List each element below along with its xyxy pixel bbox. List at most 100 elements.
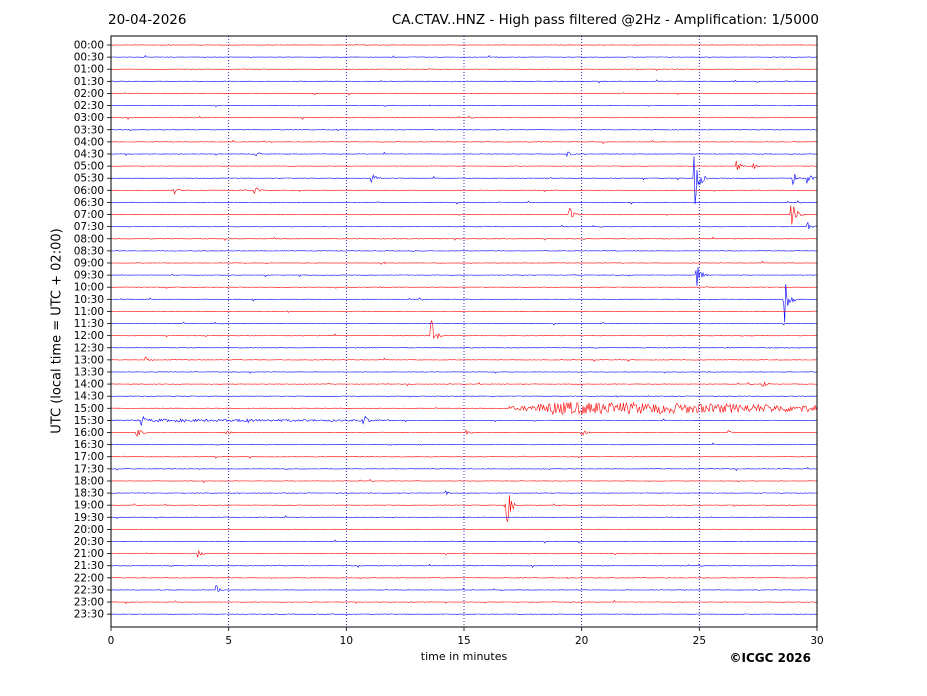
- y-tick-label: 04:00: [74, 136, 104, 148]
- trace-1900: [111, 495, 817, 522]
- trace-0700: [111, 205, 817, 225]
- trace-0900: [111, 260, 817, 265]
- y-tick-label: 08:00: [74, 233, 104, 245]
- trace-0230: [111, 104, 817, 108]
- trace-1000: [111, 286, 817, 290]
- y-tick-label: 08:30: [74, 245, 104, 257]
- y-tick-label: 12:00: [74, 330, 104, 342]
- trace-0930: [111, 267, 817, 286]
- trace-0100: [111, 68, 817, 71]
- y-tick-label: 16:00: [74, 427, 104, 439]
- trace-0800: [111, 236, 817, 241]
- trace-1100: [111, 310, 817, 313]
- y-tick-label: 09:30: [74, 270, 104, 282]
- trace-0430: [111, 151, 817, 158]
- y-tick-label: 11:30: [74, 318, 104, 330]
- y-tick-label: 05:00: [74, 161, 104, 173]
- y-tick-label: 20:00: [74, 524, 104, 536]
- y-tick-label: 01:30: [74, 76, 104, 88]
- trace-1530: [111, 415, 817, 426]
- y-tick-label: 01:00: [74, 64, 104, 76]
- y-tick-label: 03:00: [74, 112, 104, 124]
- date-label: 20-04-2026: [108, 12, 187, 28]
- trace-0730: [111, 221, 817, 230]
- trace-0630: [111, 200, 817, 205]
- trace-1830: [111, 490, 817, 496]
- y-tick-label: 23:00: [74, 597, 104, 609]
- copyright-label: ©ICGC 2026: [729, 651, 811, 665]
- traces: [111, 43, 817, 616]
- trace-1730: [111, 466, 817, 472]
- trace-1300: [111, 356, 817, 362]
- x-tick-label: 0: [108, 635, 115, 647]
- y-tick-label: 17:30: [74, 463, 104, 475]
- trace-1500: [111, 401, 817, 416]
- y-tick-label: 20:30: [74, 536, 104, 548]
- x-tick-label: 20: [575, 635, 588, 647]
- y-tick-label: 00:30: [74, 52, 104, 64]
- trace-0500: [111, 160, 817, 171]
- y-tick-label: 06:30: [74, 197, 104, 209]
- trace-2030: [111, 539, 817, 544]
- trace-0000: [111, 43, 817, 46]
- y-tick-label: 11:00: [74, 306, 104, 318]
- x-tick-label: 10: [340, 635, 353, 647]
- y-tick-label: 14:00: [74, 379, 104, 391]
- y-tick-label: 07:00: [74, 209, 104, 221]
- y-tick-label: 00:00: [74, 40, 104, 52]
- y-tick-label: 22:30: [74, 584, 104, 596]
- y-tick-label: 15:30: [74, 415, 104, 427]
- trace-1630: [111, 442, 817, 446]
- trace-1030: [111, 284, 817, 323]
- y-tick-label: 17:00: [74, 451, 104, 463]
- y-tick-label: 10:00: [74, 282, 104, 294]
- x-tick-label: 15: [457, 635, 470, 647]
- trace-0400: [111, 139, 817, 145]
- y-tick-label: 19:00: [74, 500, 104, 512]
- trace-1130: [111, 321, 817, 326]
- y-tick-label: 13:30: [74, 366, 104, 378]
- trace-2230: [111, 585, 817, 592]
- trace-0130: [111, 79, 817, 84]
- trace-2200: [111, 576, 817, 580]
- trace-2300: [111, 599, 817, 605]
- x-axis-label: time in minutes: [420, 650, 508, 663]
- y-tick-label: 06:00: [74, 185, 104, 197]
- y-tick-label: 05:30: [74, 173, 104, 185]
- y-tick-label: 21:30: [74, 560, 104, 572]
- trace-1700: [111, 455, 817, 459]
- trace-1800: [111, 478, 817, 484]
- trace-1600: [111, 429, 817, 437]
- y-tick-label: 22:00: [74, 572, 104, 584]
- y-tick-label: 10:30: [74, 294, 104, 306]
- trace-2000: [111, 528, 817, 531]
- y-tick-label: 04:30: [74, 148, 104, 160]
- trace-2100: [111, 550, 817, 558]
- trace-0200: [111, 92, 817, 96]
- y-tick-label: 09:00: [74, 257, 104, 269]
- trace-2330: [111, 613, 817, 616]
- trace-0830: [111, 250, 817, 252]
- plot-frame: [110, 35, 818, 628]
- trace-1230: [111, 347, 817, 349]
- trace-1930: [111, 515, 817, 519]
- trace-2130: [111, 563, 817, 569]
- trace-0330: [111, 128, 817, 132]
- y-tick-label: 18:30: [74, 488, 104, 500]
- trace-0600: [111, 187, 817, 195]
- y-tick-label: 02:00: [74, 88, 104, 100]
- y-tick-label: 03:30: [74, 124, 104, 136]
- y-tick-label: 02:30: [74, 100, 104, 112]
- trace-0300: [111, 115, 817, 120]
- trace-1330: [111, 370, 817, 374]
- y-tick-label: 07:30: [74, 221, 104, 233]
- y-tick-label: 23:30: [74, 609, 104, 621]
- x-tick-label: 5: [225, 635, 232, 647]
- trace-1430: [111, 395, 817, 398]
- y-tick-label: 15:00: [74, 403, 104, 415]
- y-tick-label: 16:30: [74, 439, 104, 451]
- y-tick-label: 14:30: [74, 391, 104, 403]
- y-tick-label: 13:00: [74, 354, 104, 366]
